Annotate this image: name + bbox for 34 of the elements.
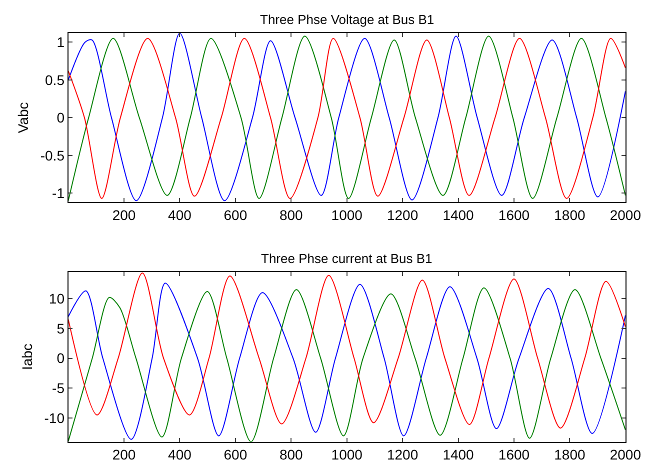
y-tick-label: 5 bbox=[56, 320, 65, 336]
y-tick-label: -5 bbox=[52, 380, 65, 396]
y-tick-label: 0 bbox=[56, 350, 65, 366]
x-tick-label: 1800 bbox=[554, 207, 586, 224]
x-tick-label: 200 bbox=[112, 446, 136, 463]
x-tick-label: 400 bbox=[168, 207, 192, 224]
x-tick-label: 200 bbox=[112, 207, 136, 224]
x-tick-label: 1800 bbox=[554, 446, 586, 463]
x-tick-label: 1000 bbox=[331, 446, 363, 463]
x-tick-label: 600 bbox=[224, 446, 248, 463]
y-tick-label: 0 bbox=[56, 110, 65, 126]
x-tick-label: 1600 bbox=[498, 446, 530, 463]
y-tick-label: -10 bbox=[44, 410, 65, 426]
chart-title: Three Phse current at Bus B1 bbox=[261, 251, 432, 266]
y-tick-label: 1 bbox=[56, 34, 65, 50]
x-tick-label: 1400 bbox=[442, 207, 474, 224]
x-tick-label: 600 bbox=[224, 207, 248, 224]
x-tick-label: 400 bbox=[168, 446, 192, 463]
chart-title: Three Phse Voltage at Bus B1 bbox=[260, 12, 434, 27]
x-tick-label: 1000 bbox=[331, 207, 363, 224]
y-tick-label: 0.5 bbox=[45, 72, 65, 88]
x-tick-label: 800 bbox=[279, 446, 304, 463]
y-axis-title: Iabc bbox=[18, 344, 35, 370]
y-axis-title: Vabc bbox=[14, 102, 31, 134]
y-tick-label: 10 bbox=[48, 290, 65, 307]
x-tick-label: 800 bbox=[279, 207, 304, 224]
x-tick-label: 2000 bbox=[610, 207, 642, 224]
y-tick-label: -0.5 bbox=[40, 147, 65, 164]
x-tick-label: 1200 bbox=[386, 446, 418, 463]
x-tick-label: 1600 bbox=[498, 207, 530, 224]
x-tick-label: 2000 bbox=[610, 446, 642, 463]
y-tick-label: -1 bbox=[52, 185, 65, 202]
x-tick-label: 1400 bbox=[442, 446, 474, 463]
x-tick-label: 1200 bbox=[386, 207, 418, 224]
